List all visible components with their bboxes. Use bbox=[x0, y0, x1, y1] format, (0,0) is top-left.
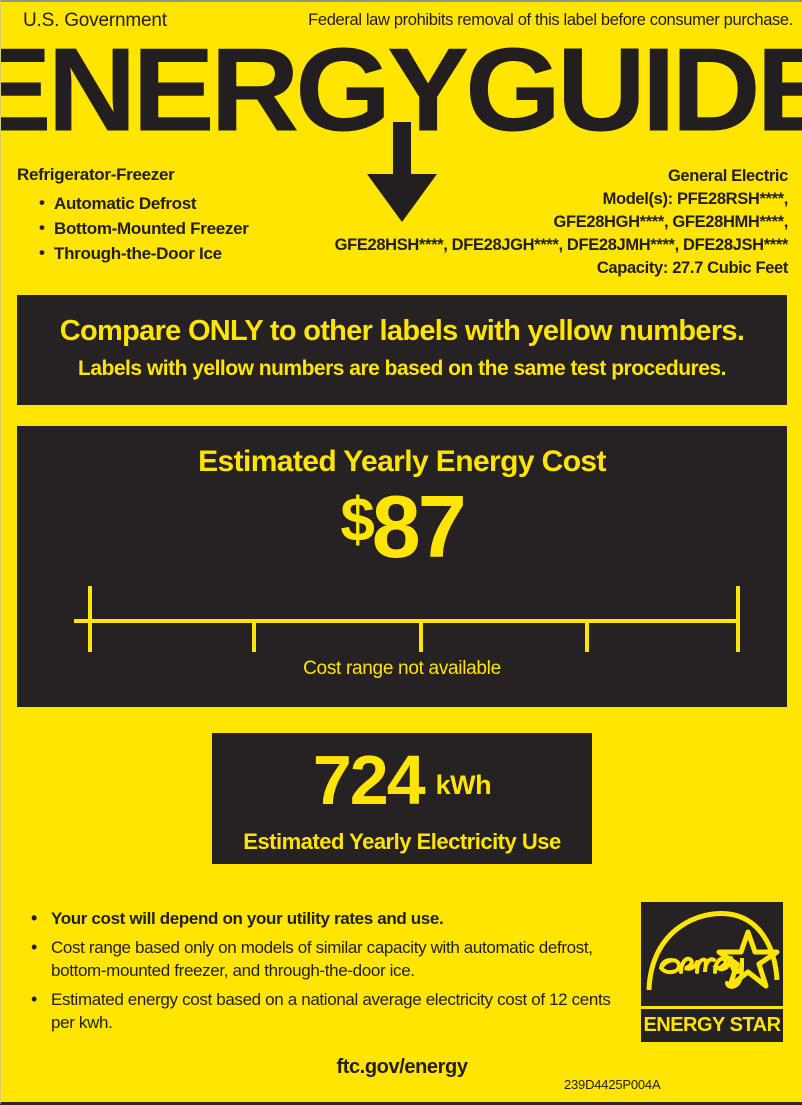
product-type: Refrigerator-Freezer bbox=[17, 165, 175, 184]
top-row: U.S. Government Federal law prohibits re… bbox=[1, 10, 802, 36]
energy-star-logo: ENERGY STAR bbox=[637, 899, 787, 1046]
electricity-value: 724 bbox=[312, 741, 426, 819]
model-line: GFE28HSH****, DFE28JGH****, DFE28JMH****… bbox=[334, 236, 789, 254]
model-line: GFE28HGH****, GFE28HMH****, bbox=[553, 213, 789, 231]
energy-star-wordmark-bar: ENERGY STAR bbox=[641, 1009, 783, 1042]
cost-title: Estimated Yearly Energy Cost bbox=[198, 445, 606, 478]
arrow-stem bbox=[393, 122, 411, 184]
footnote-list: Your cost will depend on your utility ra… bbox=[27, 907, 627, 1040]
energy-star-wordmark: ENERGY STAR bbox=[643, 1014, 781, 1036]
cost-range-scale bbox=[17, 581, 787, 652]
product-feature: Bottom-Mounted Freezer bbox=[39, 215, 347, 241]
scale-tick-end-right bbox=[736, 586, 740, 652]
product-feature-list: Automatic Defrost Bottom-Mounted Freezer… bbox=[17, 190, 347, 266]
arrow-head bbox=[367, 174, 437, 222]
cost-currency-symbol: $ bbox=[340, 486, 375, 555]
capacity: Capacity: 27.7 Cubic Feet bbox=[596, 259, 789, 277]
estimated-cost-panel: Estimated Yearly Energy Cost $87 Cost ra… bbox=[17, 426, 787, 707]
electricity-label: Estimated Yearly Electricity Use bbox=[243, 829, 561, 854]
scale-tick-3 bbox=[585, 619, 589, 652]
scale-tick-2 bbox=[419, 619, 423, 652]
brand-name: General Electric bbox=[667, 167, 788, 185]
electricity-unit: kWh bbox=[435, 770, 492, 800]
scale-tick-1 bbox=[252, 619, 256, 652]
footnote: Your cost will depend on your utility ra… bbox=[27, 907, 627, 930]
scale-tick-end-left bbox=[88, 586, 92, 652]
cost-amount: $87 bbox=[17, 483, 787, 571]
compare-banner: Compare ONLY to other labels with yellow… bbox=[17, 295, 787, 405]
footnote: Estimated energy cost based on a nationa… bbox=[27, 988, 627, 1034]
energy-star-emblem bbox=[641, 902, 783, 1006]
cost-range-note: Cost range not available bbox=[303, 658, 501, 679]
part-number: 239D4425P004A bbox=[564, 1077, 661, 1092]
federal-law-notice: Federal law prohibits removal of this la… bbox=[308, 11, 793, 29]
electricity-use-panel: 724 kWh Estimated Yearly Electricity Use bbox=[212, 733, 592, 864]
product-description: Refrigerator-Freezer Automatic Defrost B… bbox=[17, 165, 347, 266]
cost-value: 87 bbox=[371, 477, 467, 576]
electricity-value-row: 724 kWh bbox=[212, 745, 592, 815]
manufacturer-info: General Electric Model(s): PFE28RSH****,… bbox=[248, 165, 789, 280]
model-line: Model(s): PFE28RSH****, bbox=[602, 190, 789, 208]
energy-star-graphic bbox=[646, 910, 780, 991]
us-government-text: U.S. Government bbox=[23, 10, 167, 31]
compare-subtext: Labels with yellow numbers are based on … bbox=[78, 357, 726, 380]
compare-headline: Compare ONLY to other labels with yellow… bbox=[59, 315, 745, 347]
ftc-url[interactable]: ftc.gov/energy bbox=[336, 1056, 468, 1078]
footnote: Cost range based only on models of simil… bbox=[27, 936, 627, 982]
product-feature: Through-the-Door Ice bbox=[39, 240, 347, 266]
scale-axis bbox=[74, 619, 739, 623]
product-feature: Automatic Defrost bbox=[39, 190, 347, 216]
down-arrow-icon bbox=[367, 122, 437, 222]
